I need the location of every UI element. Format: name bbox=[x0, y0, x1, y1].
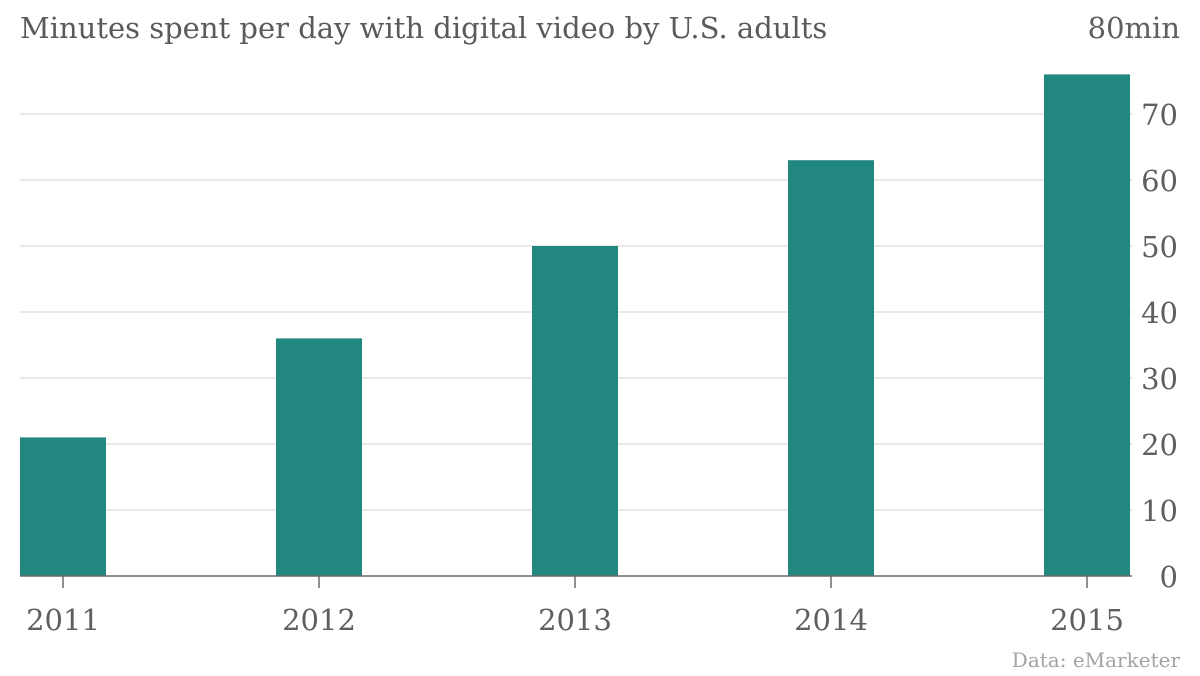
y-axis-unit-label: 80min bbox=[1088, 11, 1180, 45]
x-tick-label: 2014 bbox=[794, 603, 868, 637]
source-note: Data: eMarketer bbox=[1012, 648, 1181, 672]
chart-title: Minutes spent per day with digital video… bbox=[20, 11, 827, 45]
x-tick-label: 2012 bbox=[282, 603, 356, 637]
y-axis-ticks: 0 10 20 30 40 50 60 70 bbox=[1141, 98, 1178, 594]
x-tick-label: 2011 bbox=[26, 603, 100, 637]
y-tick-label: 10 bbox=[1141, 494, 1178, 528]
bar bbox=[20, 437, 106, 576]
x-tick-label: 2013 bbox=[538, 603, 612, 637]
x-tick-label: 2015 bbox=[1050, 603, 1124, 637]
y-tick-label: 40 bbox=[1141, 296, 1178, 330]
y-tick-label: 0 bbox=[1160, 560, 1178, 594]
y-tick-label: 70 bbox=[1141, 98, 1178, 132]
bar bbox=[1044, 74, 1130, 577]
y-tick-label: 20 bbox=[1141, 428, 1178, 462]
bar bbox=[276, 338, 362, 576]
y-tick-label: 30 bbox=[1141, 362, 1178, 396]
bar bbox=[532, 246, 618, 576]
bar bbox=[788, 160, 874, 576]
bars bbox=[20, 74, 1130, 577]
y-tick-label: 50 bbox=[1141, 230, 1178, 264]
y-tick-label: 60 bbox=[1141, 164, 1178, 198]
x-axis: 2011 2012 2013 2014 2015 bbox=[20, 575, 1132, 637]
